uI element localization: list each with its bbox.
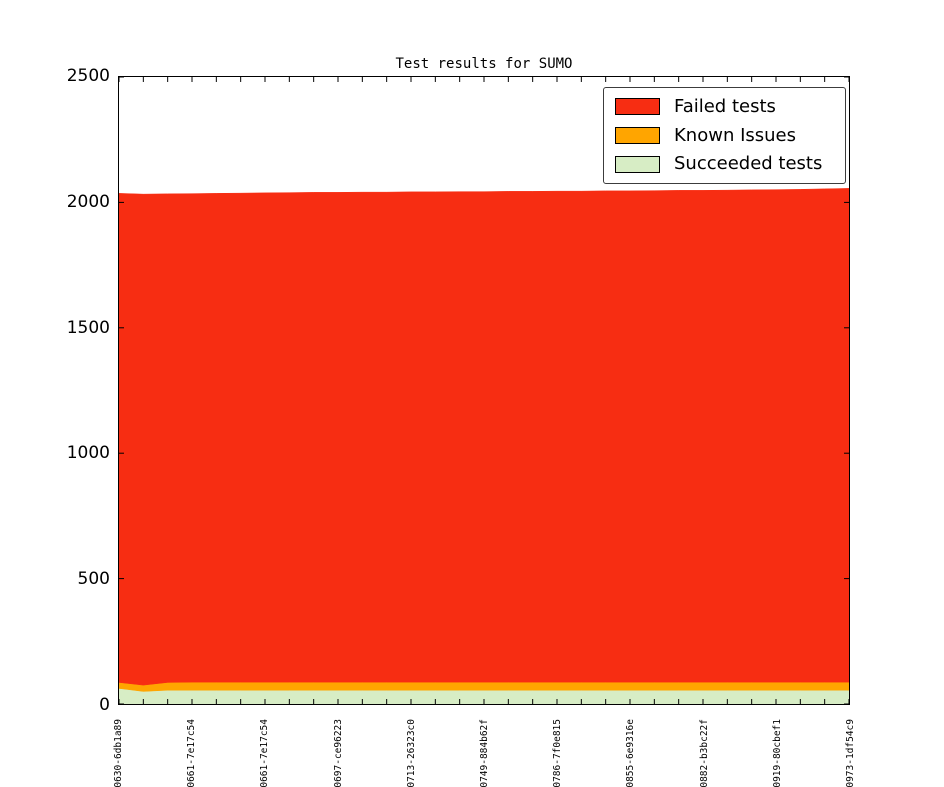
legend: Failed tests Known Issues Succeeded tests: [603, 87, 846, 184]
legend-swatch-icon: [615, 155, 660, 173]
legend-label: Succeeded tests: [674, 153, 823, 175]
x-tick-label-text: 0786-7f0e815: [552, 719, 564, 787]
y-tick-label: 2000: [66, 191, 110, 212]
legend-label: Known Issues: [674, 124, 797, 146]
x-tick-label-text: 0697-ce96223: [332, 719, 344, 787]
stacked-area-chart: [119, 77, 849, 704]
x-tick-label-text: 0713-26323c0: [405, 719, 417, 787]
x-tick-label-text: -0919-80cbef1: [771, 719, 783, 787]
legend-row: Known Issues: [615, 124, 845, 146]
x-tick-label-text: 0630-6db1a89: [113, 719, 124, 787]
y-tick-label: 0: [99, 695, 110, 715]
y-tick-label: 1500: [66, 317, 110, 338]
y-tick-label: 2500: [66, 66, 110, 86]
chart-title: Test results for SUMO: [395, 56, 573, 72]
x-tick-label-text: -0973-1df54c9: [845, 719, 856, 787]
x-tick-label-text: -0882-b3bc22f: [698, 719, 710, 787]
x-tick-label-text: 0749-884b62f: [479, 719, 490, 787]
x-tick-label-text: 0855-6e9316e: [625, 719, 637, 787]
legend-row: Failed tests: [615, 95, 845, 117]
legend-row: Succeeded tests: [615, 154, 845, 174]
y-tick-label: 1000: [66, 443, 110, 464]
x-tick-label-text: 0661-7e17c54: [186, 719, 198, 787]
x-tick-label-text: 0661-7e17c54: [259, 719, 271, 787]
legend-swatch-icon: [615, 98, 660, 116]
area-failed-tests: [119, 188, 849, 686]
legend-swatch-icon: [615, 127, 660, 144]
area-known-issues: [119, 681, 849, 692]
legend-label: Failed tests: [674, 95, 776, 117]
y-tick-label: 500: [77, 569, 110, 590]
